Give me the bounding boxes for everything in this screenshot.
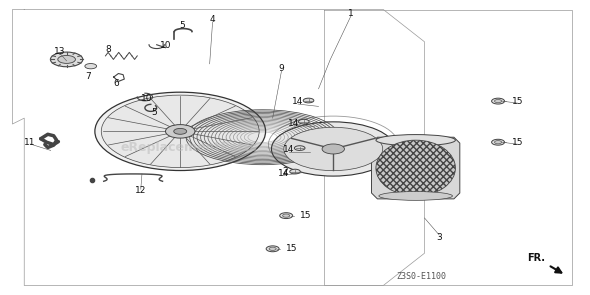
Text: 10: 10 bbox=[141, 94, 152, 103]
Text: eReplacementParts: eReplacementParts bbox=[120, 141, 257, 154]
Text: FR.: FR. bbox=[527, 253, 545, 263]
Ellipse shape bbox=[266, 246, 279, 252]
Ellipse shape bbox=[376, 135, 455, 146]
Text: 2: 2 bbox=[282, 167, 288, 176]
Ellipse shape bbox=[494, 141, 501, 144]
Text: 5: 5 bbox=[179, 21, 185, 30]
Text: 1: 1 bbox=[348, 9, 354, 18]
Text: 14: 14 bbox=[288, 119, 300, 128]
Text: 15: 15 bbox=[286, 244, 298, 253]
Text: 5: 5 bbox=[151, 108, 156, 117]
Ellipse shape bbox=[50, 52, 83, 67]
Ellipse shape bbox=[173, 128, 186, 134]
Text: 11: 11 bbox=[24, 138, 36, 147]
Text: 7: 7 bbox=[85, 72, 91, 81]
Ellipse shape bbox=[379, 191, 453, 200]
Text: 15: 15 bbox=[300, 211, 312, 220]
Text: 10: 10 bbox=[160, 41, 171, 50]
Text: 3: 3 bbox=[437, 232, 442, 242]
Text: 14: 14 bbox=[283, 145, 295, 154]
Text: 12: 12 bbox=[135, 186, 146, 196]
Ellipse shape bbox=[494, 99, 501, 103]
Text: 13: 13 bbox=[54, 47, 65, 56]
Ellipse shape bbox=[271, 122, 395, 176]
Text: 15: 15 bbox=[512, 138, 523, 147]
Ellipse shape bbox=[269, 247, 276, 250]
Text: 14: 14 bbox=[292, 97, 304, 106]
Ellipse shape bbox=[294, 146, 305, 150]
Ellipse shape bbox=[166, 124, 195, 138]
Ellipse shape bbox=[101, 95, 259, 168]
Ellipse shape bbox=[322, 144, 345, 154]
Polygon shape bbox=[372, 137, 460, 199]
Ellipse shape bbox=[376, 140, 455, 196]
Ellipse shape bbox=[95, 92, 266, 171]
Ellipse shape bbox=[290, 169, 300, 174]
Text: 15: 15 bbox=[512, 96, 523, 106]
Text: 8: 8 bbox=[106, 45, 112, 54]
Text: Z3S0-E1100: Z3S0-E1100 bbox=[396, 272, 447, 281]
Ellipse shape bbox=[58, 55, 76, 63]
Text: 14: 14 bbox=[277, 169, 289, 178]
Ellipse shape bbox=[85, 63, 97, 69]
Ellipse shape bbox=[491, 98, 504, 104]
Ellipse shape bbox=[303, 98, 314, 103]
Ellipse shape bbox=[491, 139, 504, 145]
Text: 6: 6 bbox=[113, 79, 119, 88]
Text: 9: 9 bbox=[278, 64, 284, 73]
Ellipse shape bbox=[284, 127, 383, 171]
Ellipse shape bbox=[283, 214, 290, 217]
Ellipse shape bbox=[299, 119, 309, 124]
Text: 4: 4 bbox=[210, 15, 215, 24]
Ellipse shape bbox=[280, 213, 293, 219]
